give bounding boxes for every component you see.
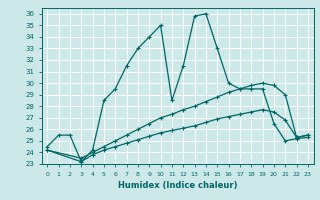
- X-axis label: Humidex (Indice chaleur): Humidex (Indice chaleur): [118, 181, 237, 190]
